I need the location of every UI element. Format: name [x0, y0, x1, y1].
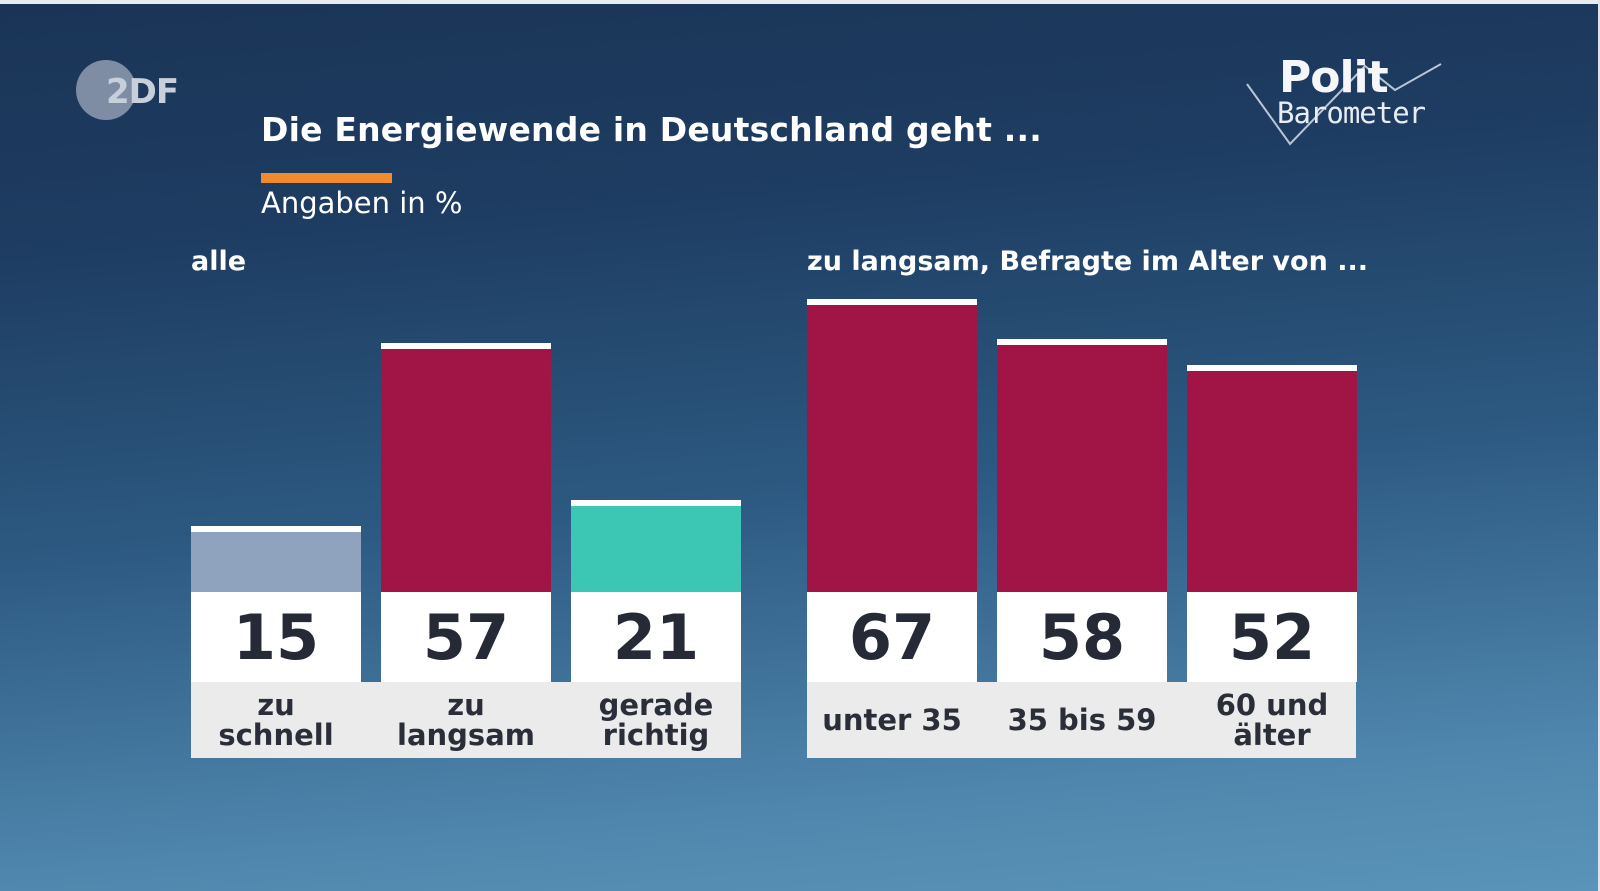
bar-cap	[807, 299, 977, 305]
category-label: 60 und älter	[1215, 688, 1329, 752]
group-label-age: zu langsam, Befragte im Alter von ...	[807, 246, 1368, 277]
chart-title: Die Energiewende in Deutschland geht ...	[261, 110, 1043, 149]
bar-1-1	[997, 339, 1167, 592]
value-label: 57	[381, 592, 551, 682]
value-label: 15	[191, 592, 361, 682]
bar-1-2	[1187, 365, 1357, 592]
bar-cap	[997, 339, 1167, 345]
politbarometer-logo: Polit Barometer	[1245, 52, 1455, 152]
value-label: 58	[997, 592, 1167, 682]
bar-0-0	[191, 526, 361, 592]
right-border	[1598, 0, 1600, 891]
group-label-all: alle	[191, 246, 247, 277]
chart-subtitle: Angaben in %	[261, 186, 463, 220]
label-strip-all	[191, 682, 741, 758]
bar-cap	[381, 343, 551, 349]
program-title-line1: Polit	[1279, 52, 1389, 103]
bar-cap	[571, 500, 741, 506]
bar-1-0	[807, 299, 977, 592]
bar-0-1	[381, 343, 551, 592]
value-label: 67	[807, 592, 977, 682]
label-strip-age	[807, 682, 1356, 758]
zdf-logo-circle-icon	[76, 60, 136, 120]
program-title-line2: Barometer	[1277, 96, 1426, 130]
value-label: 21	[571, 592, 741, 682]
top-border	[0, 0, 1600, 4]
category-label: zu schnell	[218, 688, 334, 752]
bar-cap	[191, 526, 361, 532]
zdf-logo-text: 2DF	[106, 72, 179, 112]
category-label: unter 35	[822, 703, 962, 737]
zdf-logo: 2DF	[76, 60, 186, 122]
category-label: gerade richtig	[598, 688, 714, 752]
accent-underline	[261, 173, 392, 183]
category-label: 35 bis 59	[1007, 703, 1157, 737]
checkmark-icon	[1246, 63, 1442, 146]
category-label: zu langsam	[397, 688, 535, 752]
bar-0-2	[571, 500, 741, 592]
value-label: 52	[1187, 592, 1357, 682]
bar-cap	[1187, 365, 1357, 371]
